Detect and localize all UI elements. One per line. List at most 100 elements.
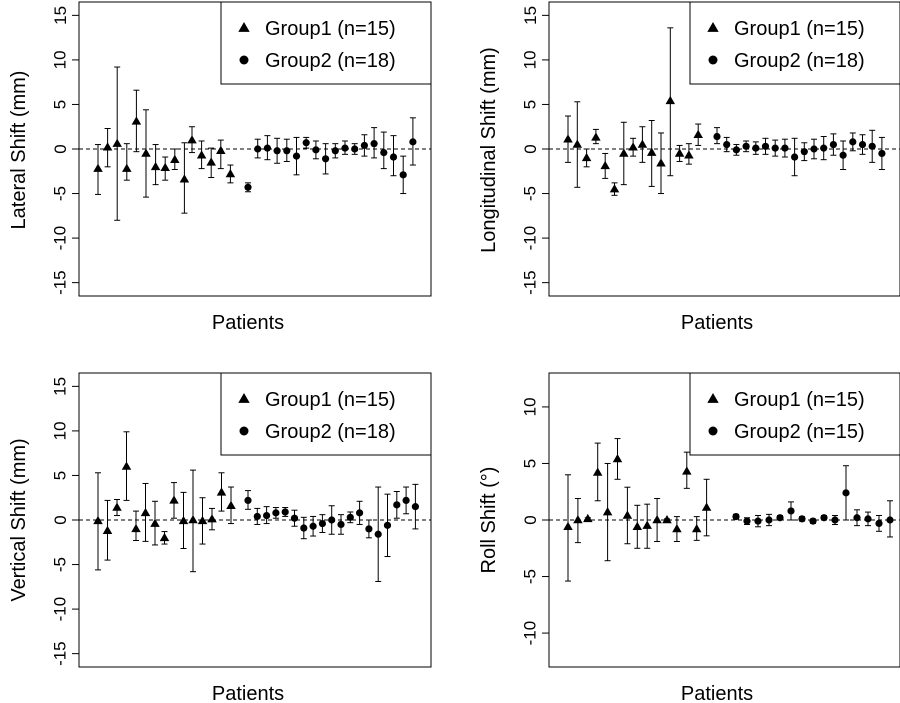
data-point-triangle — [170, 154, 180, 163]
data-point-circle — [374, 530, 382, 538]
y-tick-label: 15 — [51, 377, 70, 396]
y-tick-label: 15 — [51, 6, 70, 25]
data-point-circle — [254, 145, 262, 153]
legend-entry-1: Group1 (n=15) — [734, 18, 865, 40]
chart-panel-2: -15 -10 -5 0 5 10 15 Patients Longitudinal Shift… — [478, 1, 900, 334]
data-point-triangle — [102, 142, 113, 151]
data-point-triangle — [179, 174, 190, 183]
data-point-triangle — [656, 158, 666, 167]
data-point-circle — [781, 144, 789, 152]
data-point-circle — [839, 151, 847, 159]
data-point-triangle — [646, 147, 657, 156]
data-point-triangle — [196, 150, 207, 159]
data-point-circle — [829, 140, 838, 149]
data-point-circle — [842, 489, 850, 497]
data-point-circle — [732, 513, 740, 521]
data-point-triangle — [609, 184, 620, 193]
legend-box — [220, 372, 432, 456]
series-group2 — [244, 117, 417, 195]
data-point-triangle — [622, 510, 633, 519]
data-point-triangle — [642, 520, 652, 529]
y-tick-label: 0 — [51, 515, 70, 524]
legend-circle-icon — [239, 55, 249, 65]
data-point-triangle — [150, 518, 160, 527]
legend-entry-1: Group1 (n=15) — [734, 389, 865, 411]
data-point-circle — [337, 520, 345, 529]
data-point-triangle — [672, 524, 682, 533]
data-point-triangle — [131, 523, 141, 533]
data-point-triangle — [197, 515, 208, 525]
data-point-triangle — [674, 148, 685, 157]
series-group1 — [187, 126, 236, 184]
legend-box — [220, 1, 432, 85]
data-point-circle — [402, 496, 410, 504]
data-point-circle — [370, 140, 378, 148]
data-point-triangle — [122, 163, 132, 172]
data-point-triangle — [701, 502, 712, 511]
x-axis-label: Patients — [681, 312, 753, 334]
data-point-triangle — [187, 135, 197, 144]
legend-box — [689, 1, 900, 85]
data-point-circle — [346, 513, 354, 521]
data-point-circle — [754, 517, 762, 525]
data-point-triangle — [150, 161, 161, 171]
legend-box — [689, 372, 900, 456]
x-axis-label: Patients — [681, 683, 753, 703]
legend-triangle-icon — [238, 393, 250, 403]
data-point-circle — [383, 521, 392, 529]
data-point-circle — [263, 511, 271, 520]
data-point-triangle — [93, 515, 103, 525]
data-point-triangle — [682, 466, 692, 475]
data-point-triangle — [600, 160, 610, 170]
data-point-circle — [393, 501, 401, 509]
legend: Group1 (n=15) Group2 (n=18) — [689, 1, 900, 85]
data-point-circle — [290, 514, 299, 522]
y-axis-label: Roll Shift (°) — [478, 467, 500, 574]
data-point-triangle — [169, 495, 179, 504]
series-group2 — [713, 127, 886, 177]
data-point-circle — [328, 516, 336, 524]
data-point-triangle — [216, 487, 227, 496]
y-tick-label: -5 — [521, 186, 540, 201]
data-point-circle — [300, 524, 308, 532]
data-point-circle — [723, 140, 731, 149]
data-point-circle — [831, 516, 839, 524]
data-point-circle — [752, 144, 760, 152]
legend-circle-icon — [708, 426, 718, 436]
y-tick-label: -15 — [51, 270, 70, 295]
data-point-circle — [411, 503, 419, 511]
data-point-triangle — [637, 139, 648, 148]
y-tick-label: 5 — [51, 471, 70, 480]
data-point-triangle — [226, 500, 236, 509]
legend-entry-2: Group2 (n=15) — [734, 421, 865, 443]
data-point-circle — [791, 153, 799, 161]
y-axis-label: Lateral Shift (mm) — [8, 71, 30, 230]
y-tick-label: 0 — [521, 144, 540, 153]
data-point-triangle — [216, 145, 226, 155]
data-point-circle — [365, 525, 373, 533]
chart-panel-4: -10 -5 0 5 10 Patients Roll Shift (°) Group1 (n… — [478, 372, 900, 703]
data-point-triangle — [206, 157, 216, 166]
legend-circle-icon — [239, 426, 249, 436]
legend-entry-1: Group1 (n=15) — [265, 18, 396, 40]
data-point-triangle — [628, 142, 638, 151]
data-point-circle — [798, 515, 806, 523]
data-point-circle — [356, 509, 364, 517]
legend-triangle-icon — [238, 22, 250, 32]
x-axis-label: Patients — [212, 683, 284, 703]
y-tick-label: -5 — [51, 557, 70, 572]
data-point-circle — [281, 508, 289, 516]
chart-panel-1: -15 -10 -5 0 5 10 15 Patients Lateral Shift (mm)… — [8, 1, 432, 334]
data-point-circle — [360, 141, 368, 150]
y-tick-label: 15 — [521, 6, 540, 25]
data-point-triangle — [632, 521, 643, 531]
data-point-circle — [263, 144, 271, 152]
chart-panel-3: -15 -10 -5 0 5 10 15 Patients Vertical Shift (mm… — [8, 372, 432, 703]
legend-triangle-icon — [707, 22, 719, 32]
y-tick-label: 5 — [51, 100, 70, 109]
data-point-triangle — [93, 163, 103, 172]
series-group1 — [93, 66, 190, 221]
data-point-circle — [868, 142, 876, 150]
data-point-circle — [809, 517, 817, 525]
